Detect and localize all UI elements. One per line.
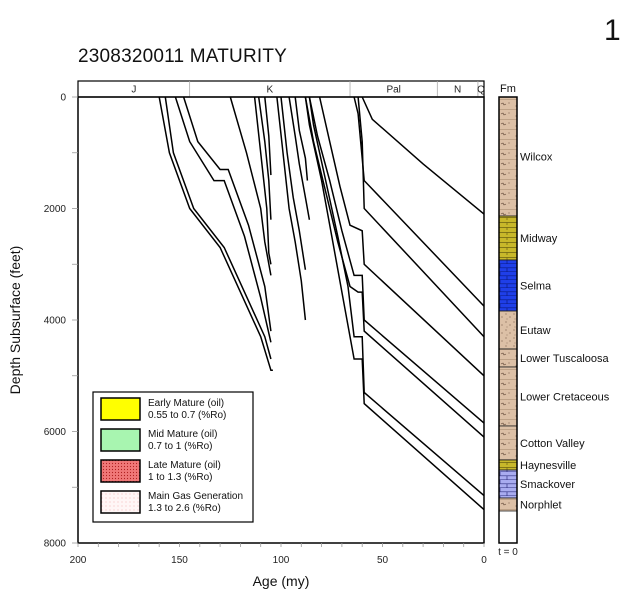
- legend-label: Main Gas Generation: [148, 491, 243, 502]
- formation-label: Midway: [520, 233, 558, 245]
- burial-curve-Midway-1: [304, 96, 485, 438]
- formation-haynesville: [498, 459, 518, 471]
- x-tick-label: 200: [70, 555, 87, 566]
- formation-column-footer: t = 0: [498, 547, 518, 558]
- period-band: J K Pal N Q: [77, 80, 485, 98]
- formation-eutaw: [498, 310, 518, 350]
- formation-label: Smackover: [520, 479, 575, 491]
- burial-curve-Eutaw-2: [294, 96, 309, 181]
- burial-curve-Haynesville-top: [182, 96, 272, 332]
- y-tick-label: 4000: [44, 316, 67, 327]
- x-axis: 200 150 100 50 0: [70, 543, 487, 566]
- legend-swatch: [100, 459, 141, 483]
- formation-lower-cretaceous: [498, 366, 518, 427]
- formation-label: Selma: [520, 281, 552, 293]
- y-tick-label: 2000: [44, 204, 67, 215]
- formation-smackover: [498, 469, 518, 499]
- legend: Early Mature (oil)0.55 to 0.7 (%Ro) Mid M…: [92, 391, 254, 523]
- burial-curve-Norphlet-base: [158, 96, 273, 371]
- legend-label: Late Mature (oil): [148, 460, 221, 471]
- y-tick-label: 0: [60, 93, 66, 104]
- legend-range: 0.55 to 0.7 (%Ro): [148, 410, 226, 421]
- burial-curve-Selma-1: [304, 96, 485, 511]
- y-tick-label: 8000: [44, 539, 67, 550]
- period-label: Q: [477, 85, 485, 96]
- formation-cotton-valley: [498, 425, 518, 461]
- burial-curve-LK-3: [264, 96, 272, 176]
- legend-label: Mid Mature (oil): [148, 429, 217, 440]
- legend-range: 1.3 to 2.6 (%Ro): [148, 503, 221, 514]
- period-label: N: [454, 85, 461, 96]
- burial-curve-Midway-2: [308, 96, 485, 424]
- y-axis-title: Depth Subsurface (feet): [7, 246, 23, 395]
- burial-curve-LTusc-1: [276, 96, 307, 321]
- formation-label: Cotton Valley: [520, 438, 585, 450]
- burial-curve-LK-1: [253, 96, 272, 265]
- legend-swatch: [100, 397, 141, 421]
- burial-curve-Wilcox-2: [353, 96, 485, 307]
- period-label: Pal: [386, 85, 400, 96]
- formation-wilcox: [498, 96, 518, 217]
- x-tick-label: 50: [377, 555, 389, 566]
- formation-selma: [498, 259, 518, 312]
- formation-label: Haynesville: [520, 460, 576, 472]
- y-tick-label: 6000: [44, 427, 67, 438]
- formation-midway: [498, 215, 518, 261]
- burial-curve-Cotton-Valley-top: [229, 96, 272, 276]
- x-axis-title: Age (my): [253, 573, 310, 589]
- legend-range: 1 to 1.3 (%Ro): [148, 472, 212, 483]
- formation-label: Wilcox: [520, 152, 553, 164]
- burial-curve-Eutaw-1: [288, 96, 311, 220]
- formation-column-border: [498, 96, 518, 544]
- legend-swatch: [100, 428, 141, 452]
- formation-norphlet: [498, 497, 518, 512]
- burial-curve-Wilcox-3: [361, 96, 485, 215]
- legend-range: 0.7 to 1 (%Ro): [148, 441, 212, 452]
- period-label: K: [266, 85, 273, 96]
- formation-label: Eutaw: [520, 325, 551, 337]
- legend-swatch: [100, 490, 141, 514]
- burial-curve-Wilcox-1: [318, 96, 485, 377]
- formation-column-header: Fm: [500, 83, 516, 95]
- legend-label: Early Mature (oil): [148, 398, 224, 409]
- formation-lower-tuscaloosa: [498, 348, 518, 368]
- period-label: J: [131, 85, 136, 96]
- burial-curve-LK-2: [257, 96, 272, 220]
- chart-title: 2308320011 MATURITY: [78, 46, 288, 67]
- burial-curve-Smackover-top: [174, 96, 272, 343]
- formation-label: Lower Cretaceous: [520, 391, 610, 403]
- burial-curve-Norphlet-top: [164, 96, 272, 360]
- y-axis: 0 2000 4000 6000 8000: [44, 93, 78, 550]
- burial-curve-Wilcox-4: [357, 96, 485, 338]
- formation-label: Lower Tuscaloosa: [520, 353, 610, 365]
- formation-column: Fm Wilcox Midway Selma Eutaw Lower Tuscaloosa…: [498, 83, 610, 558]
- burial-curve-LTusc-2: [280, 96, 307, 270]
- period-band-frame: [77, 80, 485, 98]
- formation-label: Norphlet: [520, 500, 562, 512]
- x-tick-label: 100: [273, 555, 290, 566]
- burial-curves: [158, 96, 485, 511]
- burial-curve-Selma-2: [308, 96, 485, 497]
- page-number: 1: [604, 14, 621, 47]
- x-tick-label: 150: [171, 555, 188, 566]
- x-tick-label: 0: [481, 555, 487, 566]
